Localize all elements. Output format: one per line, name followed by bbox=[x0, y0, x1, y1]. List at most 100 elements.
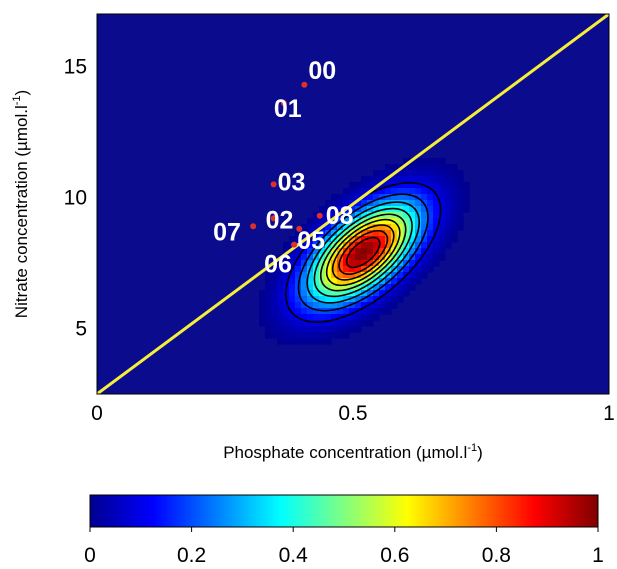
heatmap-cell bbox=[325, 326, 332, 333]
heatmap-cell bbox=[409, 164, 416, 171]
heatmap-cell bbox=[397, 170, 404, 177]
heatmap-cell bbox=[439, 182, 446, 189]
heatmap-cell bbox=[427, 170, 434, 177]
heatmap-cell bbox=[301, 224, 308, 231]
heatmap-cell bbox=[373, 224, 380, 231]
heatmap-cell bbox=[307, 230, 314, 237]
heatmap-cell bbox=[397, 194, 404, 201]
heatmap-cell bbox=[409, 272, 416, 279]
heatmap-cell bbox=[415, 176, 422, 183]
heatmap-cell bbox=[427, 212, 434, 219]
heatmap-cell bbox=[355, 236, 362, 243]
heatmap-cell bbox=[385, 212, 392, 219]
heatmap-cell bbox=[361, 254, 368, 261]
heatmap-cell bbox=[421, 254, 428, 261]
heatmap-cell bbox=[301, 326, 308, 333]
heatmap-cell bbox=[403, 182, 410, 189]
heatmap-cell bbox=[433, 242, 440, 249]
heatmap-cell bbox=[337, 308, 344, 315]
heatmap-cell bbox=[313, 314, 320, 321]
heatmap-cell bbox=[367, 278, 374, 285]
heatmap-cell bbox=[451, 236, 458, 243]
heatmap-cell bbox=[409, 200, 416, 207]
heatmap-cell bbox=[313, 338, 320, 345]
sample-point-02 bbox=[270, 215, 277, 222]
heatmap-cell bbox=[367, 200, 374, 207]
heatmap-cell bbox=[373, 236, 380, 243]
heatmap-cell bbox=[457, 194, 464, 201]
heatmap-cell bbox=[397, 296, 404, 303]
colorbar-tick-label: 0.8 bbox=[482, 544, 511, 567]
heatmap-cell bbox=[271, 332, 278, 339]
heatmap-cell bbox=[343, 188, 350, 195]
heatmap-cell bbox=[445, 242, 452, 249]
heatmap-cell bbox=[271, 302, 278, 309]
heatmap-cell bbox=[439, 170, 446, 177]
heatmap-cell bbox=[319, 320, 326, 327]
heatmap-cell bbox=[415, 182, 422, 189]
heatmap-cell bbox=[259, 320, 266, 327]
heatmap-cell bbox=[349, 260, 356, 267]
heatmap-cell bbox=[307, 302, 314, 309]
heatmap-cell bbox=[277, 278, 284, 285]
heatmap-cell bbox=[439, 254, 446, 261]
heatmap-cell bbox=[349, 194, 356, 201]
heatmap-cell bbox=[355, 290, 362, 297]
heatmap-cell bbox=[445, 170, 452, 177]
heatmap-cell bbox=[367, 212, 374, 219]
heatmap-cell bbox=[409, 176, 416, 183]
heatmap-cell bbox=[403, 266, 410, 273]
heatmap-cell bbox=[307, 248, 314, 255]
heatmap-cell bbox=[337, 326, 344, 333]
heatmap-cell bbox=[319, 260, 326, 267]
heatmap-cell bbox=[373, 308, 380, 315]
heatmap-cell bbox=[415, 236, 422, 243]
heatmap-cell bbox=[265, 326, 272, 333]
heatmap-cell bbox=[421, 170, 428, 177]
heatmap-cell bbox=[397, 266, 404, 273]
heatmap-cell bbox=[343, 284, 350, 291]
heatmap-cell bbox=[301, 296, 308, 303]
heatmap-cell bbox=[445, 200, 452, 207]
heatmap-cell bbox=[307, 254, 314, 261]
heatmap-cell bbox=[379, 224, 386, 231]
heatmap-cell bbox=[319, 284, 326, 291]
heatmap-cell bbox=[301, 320, 308, 327]
x-axis-label: Phosphate concentration (µmol.l-1) bbox=[223, 442, 483, 462]
heatmap-cell bbox=[427, 260, 434, 267]
heatmap-cell bbox=[415, 200, 422, 207]
heatmap-cell bbox=[289, 248, 296, 255]
heatmap-cell bbox=[325, 320, 332, 327]
heatmap-cell bbox=[295, 296, 302, 303]
heatmap-cell bbox=[415, 164, 422, 171]
heatmap-cell bbox=[361, 308, 368, 315]
heatmap-cell bbox=[427, 188, 434, 195]
heatmap-cell bbox=[379, 242, 386, 249]
heatmap-cell bbox=[379, 308, 386, 315]
heatmap-cell bbox=[331, 308, 338, 315]
heatmap-cell bbox=[313, 212, 320, 219]
heatmap-cell bbox=[307, 338, 314, 345]
heatmap-cell bbox=[319, 218, 326, 225]
heatmap-cell bbox=[367, 302, 374, 309]
heatmap-cell bbox=[289, 284, 296, 291]
heatmap-cell bbox=[265, 320, 272, 327]
sample-point-label-03: 03 bbox=[278, 168, 306, 196]
heatmap-cell bbox=[361, 320, 368, 327]
heatmap-cell bbox=[391, 236, 398, 243]
heatmap-cell bbox=[325, 266, 332, 273]
heatmap-cell bbox=[301, 272, 308, 279]
contour-line bbox=[338, 229, 389, 275]
heatmap-cell bbox=[283, 272, 290, 279]
heatmap-cell bbox=[427, 158, 434, 165]
heatmap-cell bbox=[367, 296, 374, 303]
heatmap-cell bbox=[331, 314, 338, 321]
heatmap-cell bbox=[379, 200, 386, 207]
heatmap-cell bbox=[277, 326, 284, 333]
heatmap-cell bbox=[331, 332, 338, 339]
heatmap-cell bbox=[271, 326, 278, 333]
heatmap-cell bbox=[427, 236, 434, 243]
heatmap-cell bbox=[343, 314, 350, 321]
heatmap-cell bbox=[373, 284, 380, 291]
heatmap-cell bbox=[313, 308, 320, 315]
